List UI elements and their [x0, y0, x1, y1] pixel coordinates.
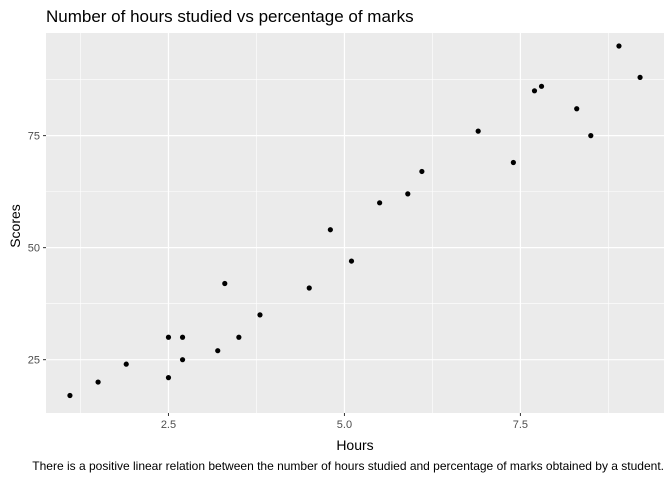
- x-tick-label: 2.5: [161, 419, 176, 431]
- data-point: [419, 168, 425, 175]
- data-point: [67, 392, 73, 399]
- data-point: [95, 379, 101, 385]
- x-axis-label: Hours: [336, 437, 373, 453]
- major-gridlines: [46, 33, 664, 413]
- data-point: [165, 374, 172, 381]
- y-tick-label: 50: [28, 243, 40, 255]
- data-point: [538, 83, 545, 89]
- x-tick-label: 7.5: [513, 419, 528, 431]
- data-point: [179, 334, 186, 340]
- data-point: [574, 106, 580, 112]
- y-axis-label: Scores: [7, 204, 23, 248]
- data-point: [215, 348, 221, 354]
- data-points: [67, 43, 643, 399]
- chart-title: Number of hours studied vs percentage of…: [46, 7, 414, 26]
- data-point: [222, 280, 228, 287]
- data-point: [475, 128, 481, 134]
- data-point: [348, 258, 355, 264]
- data-point: [405, 191, 411, 197]
- data-point: [531, 88, 538, 94]
- data-point: [179, 357, 186, 363]
- y-tick-label: 25: [28, 355, 40, 367]
- data-point: [165, 334, 172, 340]
- data-point: [306, 285, 312, 291]
- x-tick-label: 5.0: [337, 419, 352, 431]
- plot-panel: [46, 33, 664, 413]
- data-point: [327, 227, 333, 233]
- minor-gridlines: [46, 33, 664, 413]
- data-point: [588, 133, 594, 139]
- data-point: [377, 200, 383, 206]
- chart-caption: There is a positive linear relation betw…: [32, 459, 664, 473]
- y-tick-label: 75: [28, 131, 40, 143]
- x-axis-ticks: 2.5 5.0 7.5: [161, 413, 528, 431]
- data-point: [257, 312, 263, 318]
- data-point: [510, 159, 516, 166]
- data-point: [637, 74, 643, 80]
- data-point: [123, 361, 129, 367]
- data-point: [236, 334, 242, 340]
- data-point: [616, 43, 622, 49]
- y-axis-ticks: 25 50 75: [28, 131, 46, 367]
